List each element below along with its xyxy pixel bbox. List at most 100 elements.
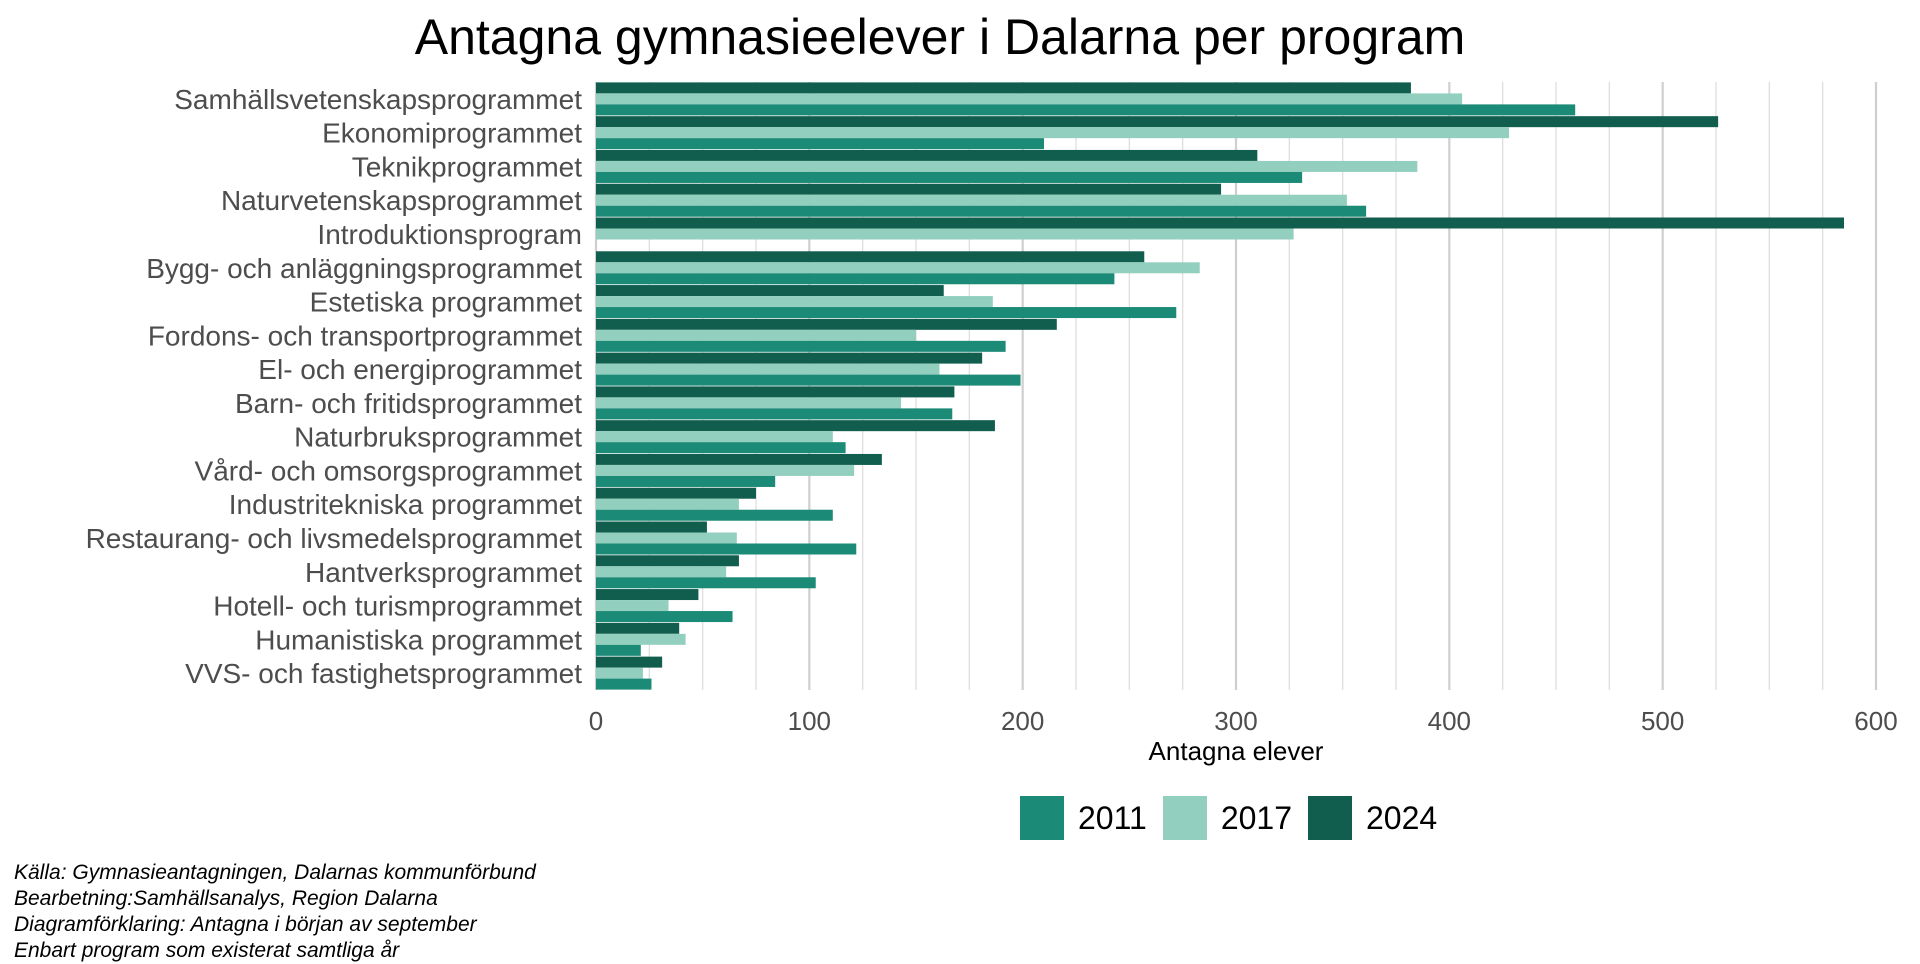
category-label: Bygg- och anläggningsprogrammet <box>146 253 582 284</box>
category-label: Hantverksprogrammet <box>305 557 582 588</box>
bar-2017 <box>596 262 1200 274</box>
bar-2011 <box>596 611 733 623</box>
bar-2011 <box>596 644 641 656</box>
bar-2011 <box>596 138 1044 150</box>
bar-2011 <box>596 442 846 454</box>
category-label: Teknikprogrammet <box>352 151 583 182</box>
legend-label-2011: 2011 <box>1078 799 1147 836</box>
category-label: Naturbruksprogrammet <box>294 422 582 453</box>
bar-2011 <box>596 273 1115 285</box>
legend-label-2017: 2017 <box>1220 799 1292 836</box>
category-label: Fordons- och transportprogrammet <box>148 320 582 351</box>
bar-2024 <box>596 656 663 668</box>
bar-2024 <box>596 116 1719 128</box>
bar-2017 <box>596 532 737 544</box>
legend-item-2024: 2024 <box>1308 796 1437 840</box>
category-label: Naturvetenskapsprogrammet <box>221 185 582 216</box>
legend-swatch-2017 <box>1162 796 1207 840</box>
caption-source: Källa: Gymnasieantagningen, Dalarnas kom… <box>14 861 536 884</box>
bar-2011 <box>596 374 1021 386</box>
category-labels: SamhällsvetenskapsprogrammetEkonomiprogr… <box>86 84 583 689</box>
legend: 2011 2017 2024 <box>1020 796 1453 840</box>
x-tick-label: 0 <box>589 706 603 736</box>
category-label: Estetiska programmet <box>310 287 583 318</box>
bar-2011 <box>596 408 953 420</box>
bar-2024 <box>596 487 756 499</box>
bar-2011 <box>596 104 1576 116</box>
bar-2024 <box>596 589 699 601</box>
bar-2024 <box>596 622 680 634</box>
bar-2017 <box>596 160 1418 172</box>
legend-swatch-2011 <box>1020 796 1064 840</box>
category-label: El- och energiprogrammet <box>258 354 582 385</box>
bar-2017 <box>596 667 643 679</box>
legend-label-2024: 2024 <box>1366 799 1438 836</box>
bar-2011 <box>596 171 1303 183</box>
bar-2024 <box>596 453 882 465</box>
x-tick-label: 500 <box>1641 706 1684 736</box>
bar-2017 <box>596 194 1347 206</box>
caption-processing: Bearbetning:Samhällsanalys, Region Dalar… <box>14 887 438 910</box>
bar-2024 <box>596 251 1145 263</box>
bar-2017 <box>596 397 902 409</box>
bar-2011 <box>596 509 833 521</box>
bar-2017 <box>596 431 833 443</box>
legend-item-2017: 2017 <box>1162 796 1292 840</box>
bar-2024 <box>596 285 944 297</box>
category-label: VVS- och fastighetsprogrammet <box>185 658 582 689</box>
caption: Källa: Gymnasieantagningen, Dalarnas kom… <box>14 860 536 964</box>
bar-2017 <box>596 363 940 375</box>
category-label: Barn- och fritidsprogrammet <box>235 388 582 419</box>
category-label: Restaurang- och livsmedelsprogrammet <box>86 523 583 554</box>
x-axis-title: Antagna elever <box>1149 736 1324 766</box>
bar-2011 <box>596 307 1177 319</box>
bar-2017 <box>596 296 993 308</box>
bar-2017 <box>596 464 855 476</box>
category-label: Introduktionsprogram <box>317 219 582 250</box>
category-label: Ekonomiprogrammet <box>322 118 582 149</box>
category-label: Industritekniska programmet <box>229 489 582 520</box>
bar-2017 <box>596 633 686 645</box>
x-tick-label: 600 <box>1854 706 1897 736</box>
bar-2024 <box>596 149 1258 161</box>
bar-2024 <box>596 217 1844 229</box>
bar-2011 <box>596 205 1367 217</box>
x-tick-labels: 0 100 200 300 400 500 600 <box>589 706 1898 736</box>
caption-explanation: Diagramförklaring: Antagna i början av s… <box>14 913 477 936</box>
bar-2024 <box>596 386 955 398</box>
category-label: Hotell- och turismprogrammet <box>213 591 582 622</box>
x-tick-label: 100 <box>788 706 831 736</box>
x-tick-label: 400 <box>1428 706 1471 736</box>
bar-2011 <box>596 543 857 555</box>
bar-2011 <box>596 340 1006 352</box>
chart-title: Antagna gymnasieelever i Dalarna per pro… <box>414 9 1466 65</box>
bars <box>596 82 1844 690</box>
category-label: Samhällsvetenskapsprogrammet <box>174 84 582 115</box>
legend-swatch-2024 <box>1308 796 1352 840</box>
bar-2017 <box>596 93 1463 105</box>
bar-2017 <box>596 498 739 510</box>
bar-2024 <box>596 183 1222 195</box>
bar-2017 <box>596 228 1294 240</box>
bar-2017 <box>596 127 1510 139</box>
bar-2024 <box>596 82 1411 94</box>
bar-2024 <box>596 420 995 432</box>
bar-2017 <box>596 600 669 612</box>
bar-2024 <box>596 318 1057 330</box>
caption-note: Enbart program som existerat samtliga år <box>14 939 400 962</box>
legend-item-2011: 2011 <box>1020 796 1147 840</box>
bar-2024 <box>596 521 707 533</box>
bar-2011 <box>596 577 816 589</box>
x-tick-label: 300 <box>1214 706 1257 736</box>
category-label: Vård- och omsorgsprogrammet <box>195 455 583 486</box>
bar-2011 <box>596 678 652 690</box>
x-tick-label: 200 <box>1001 706 1044 736</box>
bar-2024 <box>596 555 739 567</box>
bar-2017 <box>596 329 916 341</box>
bar-2024 <box>596 352 983 364</box>
grid-lines <box>594 82 1878 690</box>
bar-2011 <box>596 475 776 487</box>
bar-2017 <box>596 566 727 578</box>
category-label: Humanistiska programmet <box>255 624 582 655</box>
